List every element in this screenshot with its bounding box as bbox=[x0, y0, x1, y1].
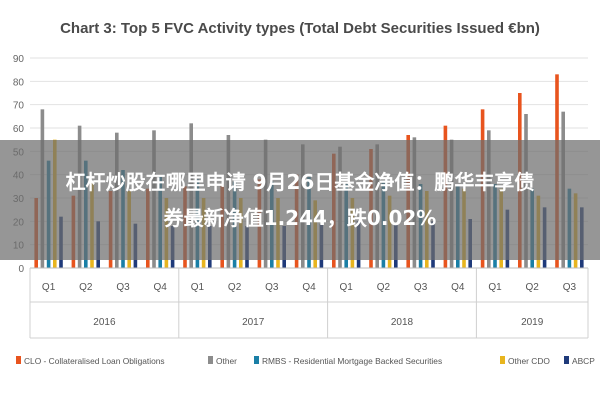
x-tick-label: Q2 bbox=[526, 282, 540, 293]
legend-label: ABCP bbox=[572, 356, 595, 366]
x-tick-label: Q1 bbox=[42, 282, 56, 293]
legend-label: RMBS - Residential Mortgage Backed Secur… bbox=[262, 356, 442, 366]
x-group-label: 2019 bbox=[521, 317, 544, 328]
x-group-label: 2016 bbox=[93, 317, 116, 328]
legend-swatch bbox=[16, 356, 21, 364]
y-tick-label: 70 bbox=[13, 101, 25, 112]
legend-swatch bbox=[208, 356, 213, 364]
x-tick-label: Q4 bbox=[451, 282, 465, 293]
x-tick-label: Q3 bbox=[414, 282, 428, 293]
legend-swatch bbox=[564, 356, 569, 364]
overlay-line-2: 券最新净值1.244，跌0.02% bbox=[163, 206, 437, 230]
y-tick-label: 90 bbox=[13, 54, 25, 65]
y-tick-label: 80 bbox=[13, 77, 25, 88]
x-tick-label: Q2 bbox=[79, 282, 93, 293]
legend-swatch bbox=[500, 356, 505, 364]
legend-label: CLO - Collateralised Loan Obligations bbox=[24, 356, 165, 366]
legend-label: Other bbox=[216, 356, 237, 366]
y-tick-label: 0 bbox=[18, 264, 24, 275]
x-tick-label: Q2 bbox=[228, 282, 242, 293]
y-tick-label: 60 bbox=[13, 124, 25, 135]
x-tick-label: Q1 bbox=[488, 282, 502, 293]
x-tick-label: Q2 bbox=[377, 282, 391, 293]
legend: CLO - Collateralised Loan Obligations Oth… bbox=[16, 356, 595, 366]
x-group-label: 2018 bbox=[391, 317, 414, 328]
x-tick-label: Q4 bbox=[154, 282, 168, 293]
legend-swatch bbox=[254, 356, 259, 364]
x-axis: Q1 Q2 Q3 Q4 Q1 Q2 Q3 Q4 Q1 Q2 Q3 Q4 Q1 Q2 Q3 2016 2017 20… bbox=[29, 267, 589, 339]
x-tick-label: Q3 bbox=[563, 282, 577, 293]
chart-title: Chart 3: Top 5 FVC Activity types (Total… bbox=[60, 20, 540, 37]
x-group-label: 2017 bbox=[242, 317, 265, 328]
x-tick-label: Q1 bbox=[191, 282, 205, 293]
x-tick-label: Q1 bbox=[340, 282, 354, 293]
legend-label: Other CDO bbox=[508, 356, 550, 366]
x-tick-label: Q3 bbox=[116, 282, 130, 293]
overlay-banner[interactable]: 杠杆炒股在哪里申请 9月26日基金净值：鹏华丰享债 券最新净值1.244，跌0.… bbox=[0, 140, 600, 260]
x-tick-label: Q4 bbox=[302, 282, 316, 293]
x-tick-label: Q3 bbox=[265, 282, 279, 293]
overlay-line-1: 杠杆炒股在哪里申请 9月26日基金净值：鹏华丰享债 bbox=[65, 170, 535, 194]
